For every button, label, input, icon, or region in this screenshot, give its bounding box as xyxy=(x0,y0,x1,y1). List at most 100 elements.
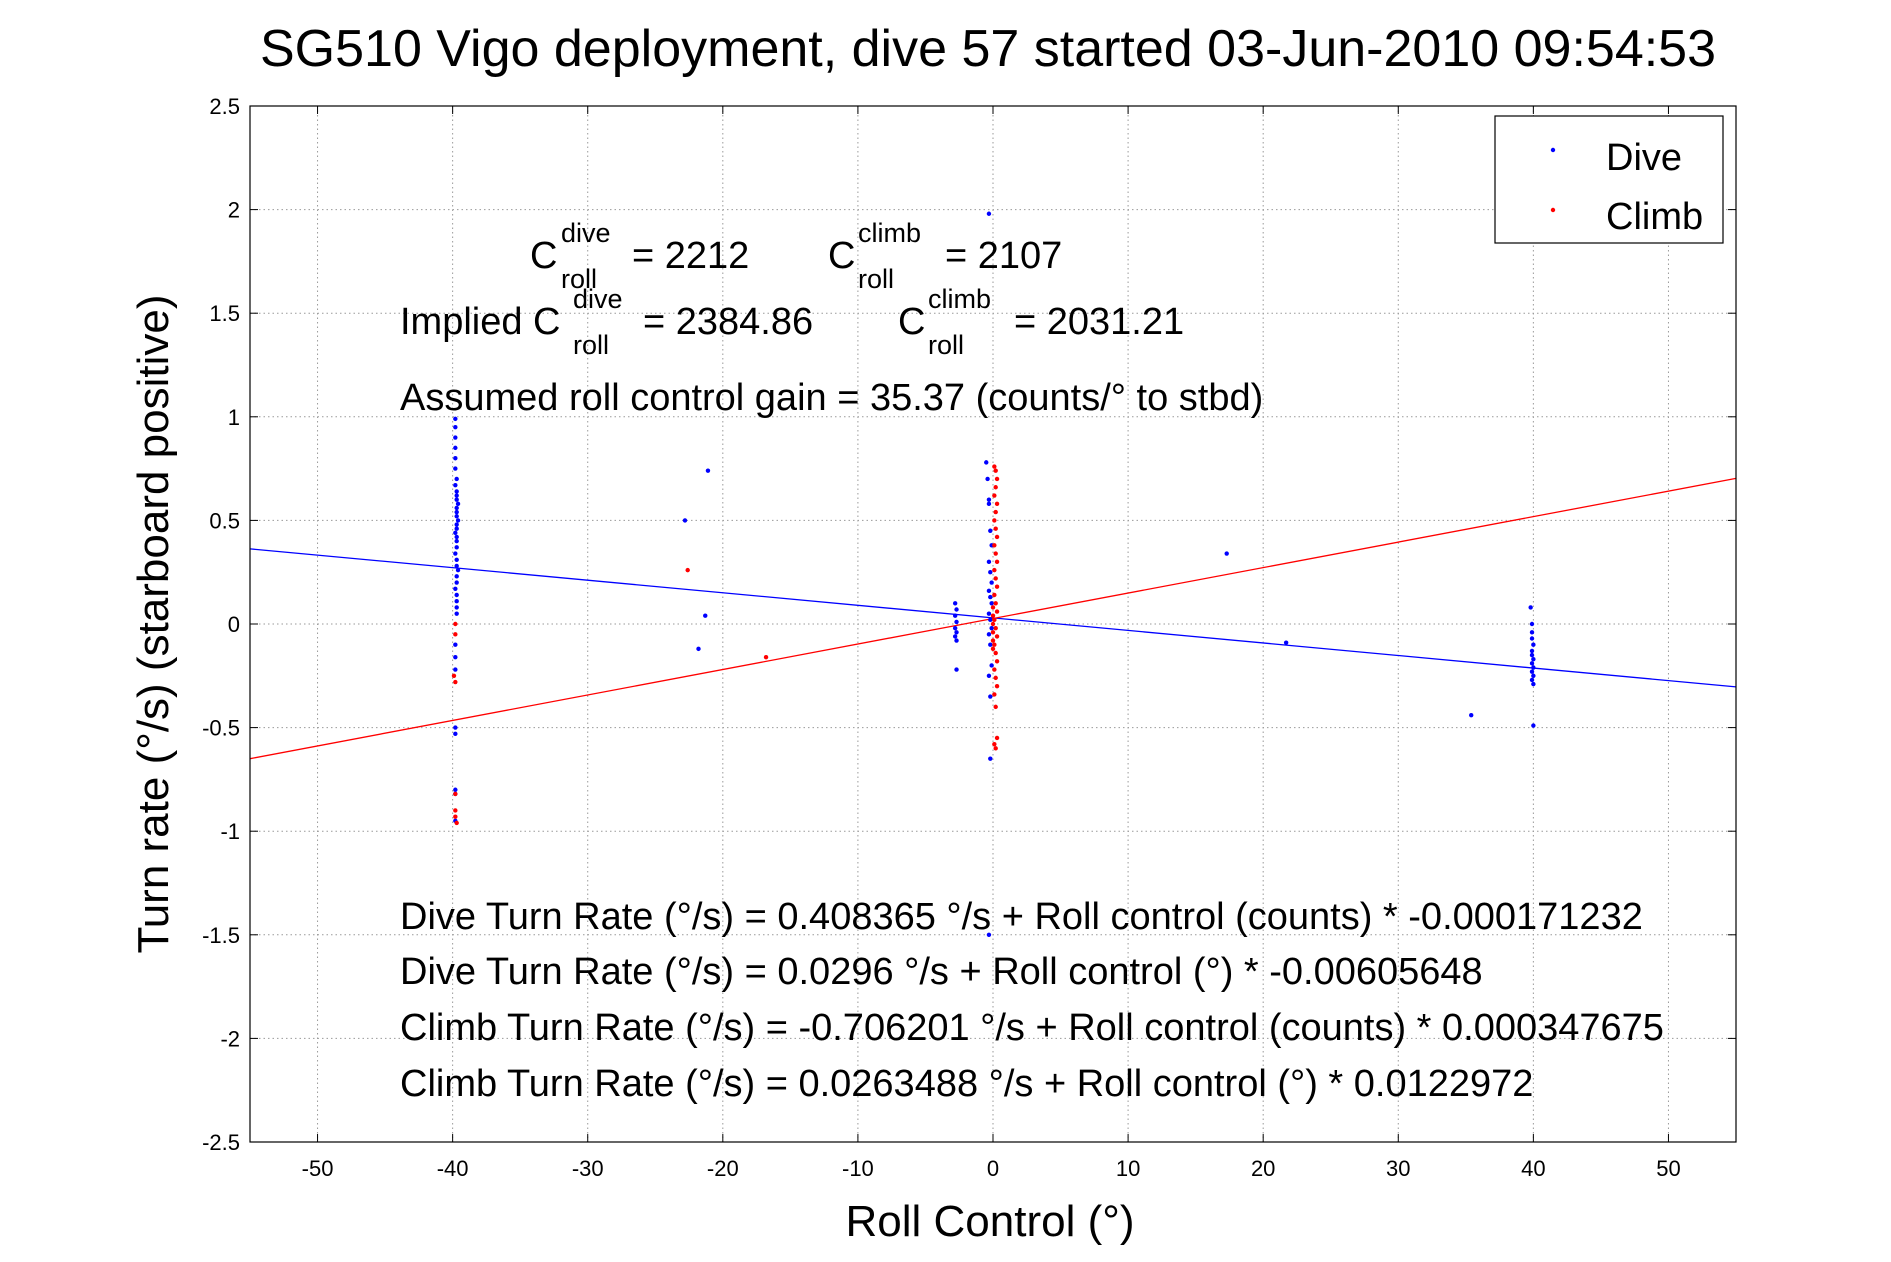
implied-dive-sub: roll xyxy=(573,330,609,360)
dive-point xyxy=(986,673,992,678)
c-roll-dive-sub: roll xyxy=(561,264,597,294)
dive-point xyxy=(455,501,461,507)
climb-point xyxy=(994,634,1000,639)
dive-point xyxy=(1529,630,1535,635)
dive-point xyxy=(454,592,459,598)
dive-point xyxy=(455,567,461,573)
dive-point xyxy=(453,667,458,672)
climb-point xyxy=(994,735,1000,741)
dive-point xyxy=(1531,723,1536,728)
dive-point xyxy=(1531,681,1536,687)
implied-climb-value: = 2031.21 xyxy=(1014,301,1184,343)
dive-point xyxy=(454,489,459,494)
climb-point xyxy=(990,621,996,627)
x-tick-label: -20 xyxy=(707,1156,739,1181)
dive-point xyxy=(988,570,993,575)
climb-point xyxy=(994,659,1000,664)
climb-point xyxy=(990,638,996,643)
climb-point xyxy=(992,543,997,548)
dive-point xyxy=(952,601,958,606)
climb-point xyxy=(993,485,998,490)
implied-climb-label: C xyxy=(898,301,925,343)
equation-dive-degrees: Dive Turn Rate (°/s) = 0.0296 °/s + Roll… xyxy=(400,951,1483,993)
climb-point xyxy=(992,667,997,672)
dive-point xyxy=(454,514,459,519)
climb-point xyxy=(992,518,997,523)
dive-point xyxy=(954,619,959,625)
dive-point xyxy=(986,211,992,216)
dive-point xyxy=(454,599,459,604)
climb-point xyxy=(993,468,998,473)
dive-point xyxy=(454,509,459,515)
dive-point xyxy=(989,580,994,585)
climb-point xyxy=(685,567,690,573)
climb-point xyxy=(994,501,1000,507)
dive-point xyxy=(1224,551,1229,556)
dive-point xyxy=(453,725,458,730)
y-tick-label: -1.5 xyxy=(202,923,240,948)
climb-point xyxy=(993,650,998,656)
c-roll-climb-label: C xyxy=(828,235,855,277)
c-roll-climb-sub: roll xyxy=(858,264,894,294)
implied-dive-sup: dive xyxy=(573,284,623,314)
y-tick-label: -0.5 xyxy=(202,716,240,741)
dive-point xyxy=(986,588,992,594)
climb-point xyxy=(993,509,998,515)
dive-point xyxy=(989,601,994,606)
climb-point xyxy=(993,551,998,556)
implied-dive-label: Implied C xyxy=(400,301,561,343)
climb-point xyxy=(993,601,998,606)
dive-point xyxy=(986,632,992,637)
dive-point xyxy=(453,456,458,461)
dive-point xyxy=(1283,640,1289,645)
dive-point xyxy=(454,476,459,482)
dive-point xyxy=(454,563,459,569)
c-roll-climb-value: = 2107 xyxy=(945,235,1062,277)
dive-point xyxy=(986,497,992,502)
x-tick-label: 50 xyxy=(1656,1156,1680,1181)
climb-point xyxy=(453,679,458,685)
equation-climb-counts: Climb Turn Rate (°/s) = -0.706201 °/s + … xyxy=(400,1007,1664,1049)
legend-climb-label: Climb xyxy=(1606,196,1703,238)
dive-point xyxy=(454,545,459,550)
climb-point xyxy=(993,746,998,751)
y-tick-label: 0 xyxy=(228,612,240,637)
climb-point xyxy=(990,646,996,652)
x-tick-label: 10 xyxy=(1116,1156,1140,1181)
implied-climb-sub: roll xyxy=(928,330,964,360)
data-points xyxy=(451,211,1536,937)
climb-point xyxy=(993,526,998,531)
dive-point xyxy=(453,530,458,536)
y-tick-label: 0.5 xyxy=(209,508,240,533)
climb-point xyxy=(993,625,998,631)
climb-point xyxy=(992,493,997,498)
dive-point xyxy=(454,522,459,527)
climb-point xyxy=(993,675,998,681)
dive-point xyxy=(985,476,990,482)
climb-point xyxy=(453,791,458,797)
x-tick-label: 0 xyxy=(987,1156,999,1181)
dive-point xyxy=(989,625,994,631)
climb-point xyxy=(453,808,458,813)
legend-dive-label: Dive xyxy=(1606,137,1682,179)
dive-point xyxy=(1469,712,1474,718)
x-tick-label: 40 xyxy=(1521,1156,1545,1181)
dive-point xyxy=(453,482,458,488)
dive-point xyxy=(453,445,458,451)
y-tick-label: -2.5 xyxy=(202,1130,240,1155)
ticks: -50 -40 -30 -20 -10 0 10 20 30 40 50-2.5-2-1.5-1-0… xyxy=(202,94,1736,1181)
dive-point xyxy=(954,667,959,672)
dive-point xyxy=(453,466,458,471)
dive-point xyxy=(984,460,989,465)
dive-point xyxy=(1529,677,1535,683)
dive-point xyxy=(1531,673,1536,678)
dive-point xyxy=(952,625,958,631)
climb-point xyxy=(992,741,997,747)
climb-point xyxy=(990,605,996,610)
dive-point xyxy=(454,497,459,502)
dive-point xyxy=(1531,665,1536,670)
climb-point xyxy=(453,632,458,637)
legend-dive-marker xyxy=(1550,147,1556,153)
dive-point xyxy=(453,787,458,792)
